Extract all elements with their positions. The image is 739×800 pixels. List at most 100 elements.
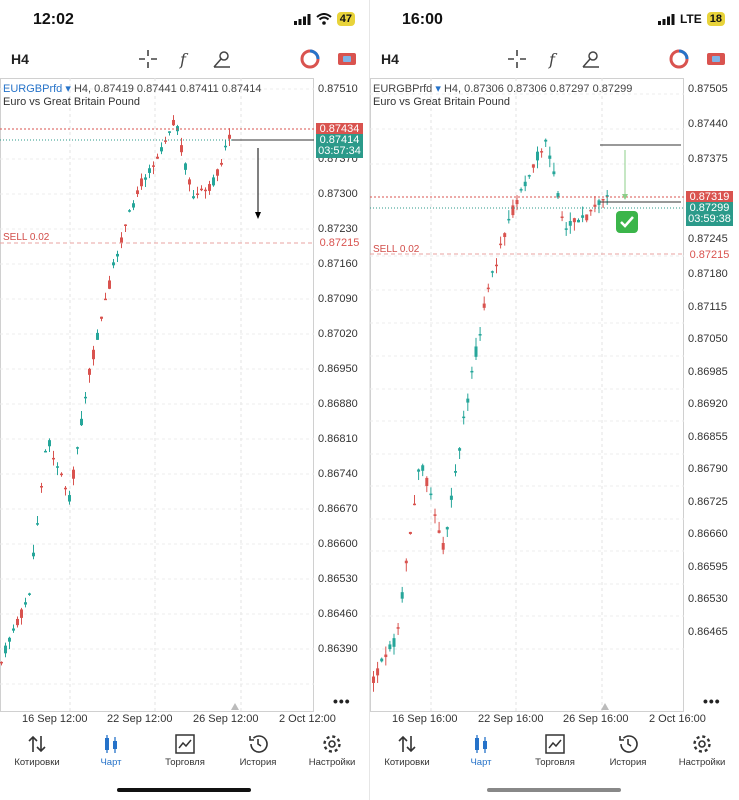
candle-body <box>519 189 523 191</box>
wifi-icon <box>316 13 332 25</box>
candle-body <box>490 271 494 273</box>
candle-body <box>4 645 7 654</box>
candle-body <box>152 165 155 167</box>
y-tick-label: 0.86855 <box>688 431 728 443</box>
candle-body <box>605 195 609 197</box>
candle-body <box>372 676 375 683</box>
signals-icon[interactable] <box>668 48 690 70</box>
price-chart[interactable]: EURGBPrfd ▾ H4, 0.87419 0.87441 0.87411 … <box>0 78 369 713</box>
one-click-trading-icon[interactable] <box>705 48 727 70</box>
one-click-trading-icon[interactable] <box>336 48 358 70</box>
quotes-icon <box>28 735 46 753</box>
y-tick-label: 0.87245 <box>688 233 728 245</box>
tab-chart[interactable]: Чарт <box>74 730 148 768</box>
candle-body <box>499 243 503 246</box>
candlestick-plot[interactable] <box>0 78 369 713</box>
y-tick-label: 0.87050 <box>688 333 728 345</box>
tab-settings[interactable]: Настройки <box>665 730 739 768</box>
tab-history[interactable]: История <box>221 730 295 768</box>
candle-body <box>556 193 560 198</box>
symbol-name[interactable]: EURGBPrfd <box>3 83 63 95</box>
tab-history[interactable]: История <box>591 730 665 768</box>
candlestick-plot[interactable] <box>370 78 739 713</box>
y-tick-label: 0.87440 <box>688 118 728 130</box>
status-bar: 12:02 47 <box>0 0 369 38</box>
candle-body <box>568 221 572 226</box>
sell-order-label[interactable]: SELL 0.02 <box>3 232 50 243</box>
candle-body <box>52 457 55 460</box>
tab-quotes[interactable]: Котировки <box>370 730 444 768</box>
tab-label: Котировки <box>14 757 60 768</box>
bid-price-tag: 0.87414 <box>316 134 363 147</box>
signals-icon[interactable] <box>299 48 321 70</box>
signal-icon <box>293 13 311 25</box>
timeframe-button[interactable]: H4 <box>11 51 29 67</box>
candle-body <box>474 346 478 357</box>
y-tick-label: 0.87230 <box>318 223 358 235</box>
tab-settings[interactable]: Настройки <box>295 730 369 768</box>
sell-order-label[interactable]: SELL 0.02 <box>373 244 420 255</box>
drawing-tools-icon[interactable] <box>580 48 602 70</box>
candle-body <box>572 218 576 223</box>
tab-label: Настройки <box>308 757 356 768</box>
candle-body <box>433 514 437 516</box>
candle-body <box>16 618 19 626</box>
crosshair-icon[interactable] <box>506 48 528 70</box>
indicator-icon[interactable]: f <box>542 48 564 70</box>
candle-body <box>531 164 535 168</box>
symbol-name[interactable]: EURGBPrfd <box>373 83 433 95</box>
bar-timer: 03:59:38 <box>686 213 733 226</box>
chart-symbol-header: EURGBPrfd ▾ H4, 0.87306 0.87306 0.87297 … <box>373 83 633 95</box>
crosshair-icon[interactable] <box>137 48 159 70</box>
candle-body <box>404 560 408 564</box>
candle-body <box>466 398 470 403</box>
candle-body <box>120 237 123 244</box>
candle-body <box>220 162 223 165</box>
candle-body <box>593 204 597 207</box>
candle-body <box>84 396 87 399</box>
candle-body <box>184 163 187 170</box>
tab-quotes[interactable]: Котировки <box>0 730 74 768</box>
candle-body <box>216 169 219 176</box>
more-options-button[interactable]: ••• <box>333 693 351 709</box>
trade-icon <box>175 734 195 754</box>
candle-body <box>156 156 159 159</box>
ask-price-tag: 0.87319 <box>686 191 733 204</box>
candle-body <box>168 131 171 133</box>
y-tick-label: 0.86460 <box>318 608 358 620</box>
trade-icon <box>545 734 565 754</box>
candle-body <box>376 668 380 676</box>
tab-label: Настройки <box>678 757 726 768</box>
price-chart[interactable]: EURGBPrfd ▾ H4, 0.87306 0.87306 0.87297 … <box>370 78 739 713</box>
tab-chart[interactable]: Чарт <box>444 730 518 768</box>
more-options-button[interactable]: ••• <box>703 693 721 709</box>
status-time: 12:02 <box>33 11 74 28</box>
y-tick-label: 0.86465 <box>688 626 728 638</box>
y-tick-label: 0.86950 <box>318 363 358 375</box>
drawing-tools-icon[interactable] <box>211 48 233 70</box>
candle-body <box>601 198 605 201</box>
candle-body <box>92 349 95 360</box>
tab-trade[interactable]: Торговля <box>518 730 592 768</box>
candle-body <box>388 644 392 650</box>
candle-body <box>536 151 539 161</box>
arrow-head-icon <box>255 212 261 219</box>
candle-body <box>196 193 199 195</box>
timeframe-button[interactable]: H4 <box>381 51 399 67</box>
candle-body <box>148 168 151 173</box>
ohlc-values: H4, 0.87306 0.87306 0.87297 0.87299 <box>443 83 633 95</box>
symbol-description: Euro vs Great Britain Pound <box>373 96 510 108</box>
candle-body <box>560 216 564 219</box>
candle-body <box>449 495 453 500</box>
network-type: LTE <box>679 12 702 26</box>
candle-body <box>128 210 131 212</box>
tab-trade[interactable]: Торговля <box>148 730 222 768</box>
chart-symbol-header: EURGBPrfd ▾ H4, 0.87419 0.87441 0.87411 … <box>3 83 262 95</box>
y-tick-label: 0.87115 <box>688 301 727 313</box>
indicator-icon[interactable]: f <box>173 48 195 70</box>
candle-body <box>454 471 457 473</box>
bar-timer: 03:57:34 <box>316 145 363 158</box>
candle-body <box>400 592 404 599</box>
arrow-head-icon <box>622 194 628 200</box>
candle-body <box>112 262 115 266</box>
